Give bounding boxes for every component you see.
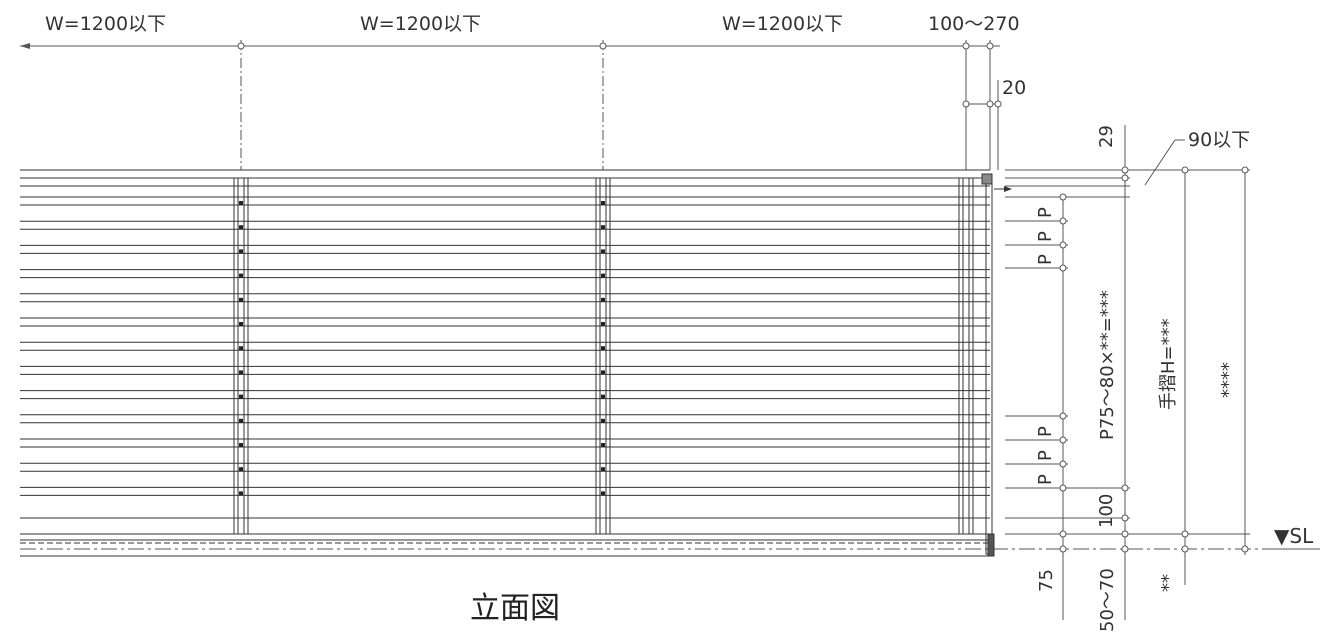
bolt-mark xyxy=(601,249,605,254)
bolt-mark xyxy=(601,273,605,278)
drawing-title: 立面図 xyxy=(470,591,560,626)
bolt-mark xyxy=(601,201,605,205)
bolt-mark xyxy=(601,322,605,326)
bolt-mark xyxy=(239,201,243,205)
bolt-mark xyxy=(239,394,243,399)
post-width-label: 20 xyxy=(1002,77,1026,99)
bolt-mark xyxy=(239,467,243,472)
handrail-offset-label: 90以下 xyxy=(1188,129,1250,151)
dimension-lines xyxy=(20,40,1320,620)
fence-posts xyxy=(233,173,1012,557)
bolt-mark xyxy=(239,297,243,302)
right-dimension-labels: 29 90以下 P P P P P P P75〜80×**=*** 手摺H=**… xyxy=(1035,125,1314,632)
fence-bottom-rail xyxy=(20,517,990,557)
bottom-gap-label: 100 xyxy=(1096,494,1117,528)
bay-width-label-2: W=1200以下 xyxy=(360,13,481,35)
pitch-mark-upper-2: P xyxy=(1035,231,1056,242)
pitch-mark-upper-1: P xyxy=(1035,207,1056,218)
bolt-mark xyxy=(239,443,243,447)
total-height-label: **** xyxy=(1218,362,1239,398)
dimension-nodes xyxy=(237,42,1249,553)
pitch-mark-lower-1: P xyxy=(1035,426,1056,437)
post-bolts xyxy=(239,201,605,496)
bolt-mark xyxy=(601,225,605,230)
base-depth-label-b: 50〜70 xyxy=(1097,568,1118,632)
top-dimension-labels: W=1200以下 W=1200以下 W=1200以下 100〜270 20 xyxy=(45,13,1026,99)
bolt-mark xyxy=(601,297,605,302)
bolt-mark xyxy=(239,273,243,278)
bolt-mark xyxy=(601,467,605,472)
bolt-mark xyxy=(601,443,605,447)
bolt-mark xyxy=(601,346,605,351)
bolt-mark xyxy=(601,394,605,399)
bolt-mark xyxy=(239,370,243,375)
pitch-label: P75〜80×**=*** xyxy=(1097,290,1118,440)
fence-slats xyxy=(20,196,990,496)
bolt-mark xyxy=(239,322,243,326)
bolt-mark xyxy=(601,491,605,496)
pitch-mark-lower-3: P xyxy=(1035,474,1056,485)
bolt-mark xyxy=(239,225,243,230)
sl-level-label: ▼SL xyxy=(1274,524,1314,548)
bolt-mark xyxy=(601,370,605,375)
pitch-mark-upper-3: P xyxy=(1035,254,1056,265)
top-gap-label: 29 xyxy=(1096,125,1117,148)
bolt-mark xyxy=(239,249,243,254)
fence-top-rail xyxy=(20,169,990,187)
bolt-mark xyxy=(239,346,243,351)
base-depth-label-c: ** xyxy=(1158,574,1179,592)
bolt-mark xyxy=(239,491,243,496)
base-depth-label-a: 75 xyxy=(1036,569,1057,592)
pitch-mark-lower-2: P xyxy=(1035,450,1056,461)
end-offset-label: 100〜270 xyxy=(928,13,1020,35)
bolt-mark xyxy=(239,418,243,423)
bolt-mark xyxy=(601,418,605,423)
bay-width-label-3: W=1200以下 xyxy=(722,13,843,35)
handrail-height-label: 手摺H=*** xyxy=(1158,318,1179,410)
bay-width-label-1: W=1200以下 xyxy=(45,13,166,35)
